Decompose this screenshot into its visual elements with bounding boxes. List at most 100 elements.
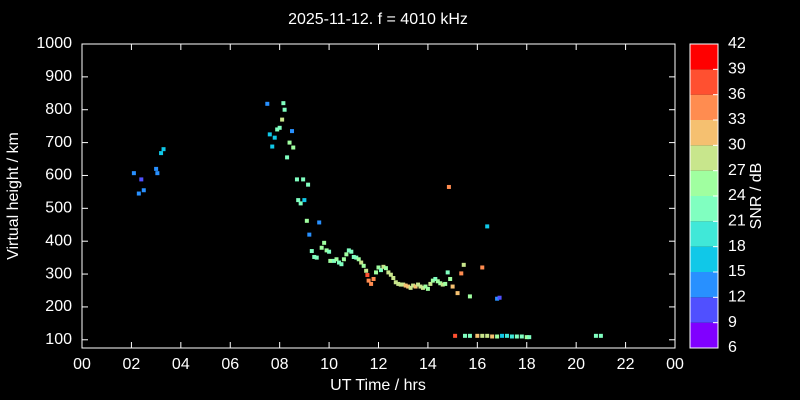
x-tick-label: 20 [567,356,585,373]
data-point [467,294,472,299]
data-point [504,333,509,338]
data-point [376,265,381,270]
colorbar-tick-label: 42 [728,35,746,52]
data-point [141,188,146,193]
data-point [495,334,500,339]
data-point [304,218,309,223]
data-point [307,232,312,237]
y-tick-label: 600 [45,167,72,184]
data-point [354,255,359,260]
data-point [401,282,406,287]
y-tick-label: 700 [45,134,72,151]
x-tick-label: 16 [468,356,486,373]
colorbar-tick-label: 36 [728,86,746,103]
data-point [453,333,458,338]
colorbar-band [690,94,718,120]
x-tick-label: 00 [73,356,91,373]
data-point [265,101,270,106]
data-point [446,184,451,189]
data-point [371,276,376,281]
data-point [309,249,314,254]
data-point [428,281,433,286]
y-axis-label: Virtual height / km [5,132,22,260]
data-point [131,171,136,176]
data-point [154,166,159,171]
data-point [139,177,144,182]
data-point [448,276,453,281]
data-point [159,151,164,156]
y-tick-label: 200 [45,298,72,315]
data-point [155,171,160,176]
data-point [438,281,443,286]
data-point [500,333,505,338]
data-point [509,334,514,339]
data-point [467,333,472,338]
data-point [480,333,485,338]
x-tick-label: 14 [419,356,437,373]
data-point [361,263,366,268]
data-point [312,254,317,259]
data-point [301,177,306,182]
data-point [461,262,466,267]
data-point [161,147,166,152]
data-point [272,135,277,140]
data-point [314,255,319,260]
x-tick-label: 10 [320,356,338,373]
data-point [440,282,445,287]
colorbar-tick-label: 39 [728,61,746,78]
data-point [459,271,464,276]
colorbar-band [690,170,718,196]
data-point [423,284,428,289]
data-point [374,270,379,275]
data-point [435,279,440,284]
colorbar-tick-label: 6 [728,339,737,356]
colorbar-tick-label: 30 [728,137,746,154]
data-point [396,281,401,286]
data-point [294,177,299,182]
colorbar-tick-label: 9 [728,314,737,331]
data-point [366,278,371,283]
y-tick-label: 900 [45,68,72,85]
colorbar-band [690,221,718,247]
data-point [455,291,460,296]
data-point [381,264,386,269]
x-tick-label: 06 [221,356,239,373]
y-tick-label: 500 [45,200,72,217]
x-tick-label: 22 [617,356,635,373]
data-point [282,107,287,112]
data-point [416,282,421,287]
data-point [351,254,356,259]
data-point [475,333,480,338]
data-point [359,260,364,265]
x-axis-label: UT Time / hrs [330,377,426,394]
data-point [364,268,369,273]
data-point [388,272,393,277]
plot-frame [81,43,676,349]
data-point [519,334,524,339]
data-point [598,333,603,338]
colorbar-tick-label: 27 [728,162,746,179]
colorbar-band [690,44,718,70]
x-tick-label: 12 [370,356,388,373]
data-point [485,224,490,229]
x-tick-label: 04 [172,356,190,373]
y-tick-label: 800 [45,101,72,118]
data-point [413,284,418,289]
colorbar-band [690,69,718,95]
colorbar-tick-label: 24 [728,187,746,204]
colorbar-band [690,145,718,171]
x-tick-label: 18 [518,356,536,373]
data-point [443,281,448,286]
data-point [393,280,398,285]
data-point [593,333,598,338]
data-point [524,335,529,340]
data-point [433,276,438,281]
data-point [398,282,403,287]
data-point [450,284,455,289]
colorbar-band [690,196,718,222]
data-point [490,334,495,339]
data-point [349,249,354,254]
data-point [418,284,423,289]
data-point [497,295,502,300]
